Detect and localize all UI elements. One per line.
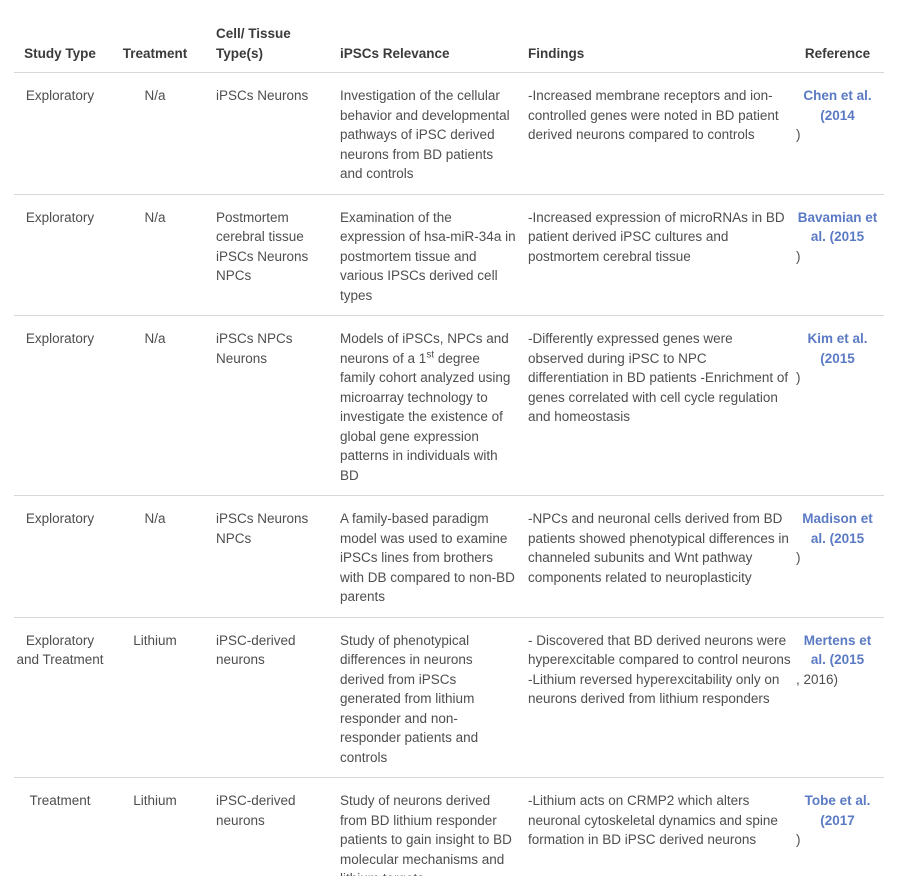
relevance-text: Models of iPSCs, NPCs and neurons of a 1 [340, 331, 509, 366]
column-header-cell-tissue-type: Cell/ Tissue Type(s) [216, 26, 291, 61]
cell-reference: Bavamian et al. (2015) [791, 194, 884, 316]
cell-ipscs-relevance: A family-based paradigm model was used t… [328, 496, 516, 618]
cell-reference: Tobe et al. (2017) [791, 778, 884, 876]
relevance-text: Study of neurons derived from BD lithium… [340, 793, 512, 876]
cell-treatment: N/a [144, 209, 166, 225]
column-header-ipscs-relevance: iPSCs Relevance [340, 45, 450, 61]
reference-rest: ) [796, 550, 801, 565]
cell-findings: -Lithium acts on CRMP2 which alters neur… [528, 793, 778, 847]
cell-findings: -Increased membrane receptors and ion-co… [528, 88, 779, 142]
table-row: Exploratory N/a iPSCs Neurons Investigat… [14, 73, 884, 195]
table-row: Exploratory N/a Postmortem cerebral tiss… [14, 194, 884, 316]
column-header-findings: Findings [528, 45, 585, 61]
reference-link[interactable]: Chen et al. (2014 [803, 88, 872, 123]
reference-rest: ) [796, 248, 801, 264]
cell-reference: Mertens et al. (2015 , 2016) [791, 617, 884, 778]
cell-treatment: Lithium [133, 793, 177, 808]
cell-findings: - Discovered that BD derived neurons wer… [528, 632, 791, 707]
cell-tissue-type: iPSCs Neurons NPCs [216, 511, 309, 546]
cell-study-type: Exploratory [25, 88, 95, 103]
cell-findings: -Differently expressed genes were observ… [528, 331, 789, 424]
cell-study-type: Exploratory [25, 511, 95, 526]
table-row: Exploratory N/a iPSCs NPCs Neurons Model… [14, 316, 884, 496]
cell-study-type: Exploratory [25, 331, 95, 346]
reference-link[interactable]: Mertens et al. (2015 [803, 632, 872, 668]
relevance-superscript: st [426, 349, 435, 360]
table-row: Exploratory N/a iPSCs Neurons NPCs A fam… [14, 496, 884, 618]
cell-ipscs-relevance: Study of phenotypical differences in neu… [328, 617, 516, 778]
cell-study-type: Exploratory [25, 209, 95, 225]
studies-table: Study Type Treatment Cell/ Tissue Type(s… [14, 0, 884, 876]
cell-study-type: Treatment [29, 793, 91, 808]
cell-tissue-type: iPSC-derived neurons [216, 793, 296, 828]
cell-study-type: Exploratory and Treatment [16, 632, 104, 668]
reference-link[interactable]: Bavamian et al. (2015 [797, 209, 878, 245]
column-header-reference: Reference [804, 45, 871, 61]
cell-ipscs-relevance: Investigation of the cellular behavior a… [328, 73, 516, 195]
column-header-study-type: Study Type [24, 45, 96, 61]
cell-treatment: N/a [144, 331, 166, 346]
relevance-text: Examination of the expression of hsa-miR… [340, 209, 516, 303]
column-header-treatment: Treatment [122, 45, 188, 61]
reference-rest: ) [796, 127, 801, 142]
cell-tissue-type: iPSCs Neurons [216, 88, 309, 103]
cell-treatment: N/a [144, 511, 166, 526]
table-row: Treatment Lithium iPSC-derived neurons S… [14, 778, 884, 876]
reference-link[interactable]: Madison et al. (2015 [802, 511, 873, 546]
header-row: Study Type Treatment Cell/ Tissue Type(s… [14, 0, 884, 73]
cell-treatment: N/a [144, 88, 166, 103]
cell-ipscs-relevance: Models of iPSCs, NPCs and neurons of a 1… [328, 316, 516, 496]
relevance-text: A family-based paradigm model was used t… [340, 511, 515, 604]
cell-treatment: Lithium [133, 632, 177, 648]
cell-tissue-type: iPSC-derived neurons [216, 632, 296, 668]
cell-findings: -Increased expression of microRNAs in BD… [528, 209, 785, 264]
reference-rest: ) [796, 370, 801, 385]
table-row: Exploratory and Treatment Lithium iPSC-d… [14, 617, 884, 778]
cell-ipscs-relevance: Examination of the expression of hsa-miR… [328, 194, 516, 316]
reference-link[interactable]: Tobe et al. (2017 [804, 793, 871, 828]
cell-reference: Madison et al. (2015) [791, 496, 884, 618]
cell-reference: Kim et al. (2015) [791, 316, 884, 496]
cell-reference: Chen et al. (2014) [791, 73, 884, 195]
cell-tissue-type: iPSCs NPCs Neurons [216, 331, 293, 366]
relevance-text: Study of phenotypical differences in neu… [340, 632, 479, 765]
relevance-text-cont: degree family cohort analyzed using micr… [340, 350, 511, 483]
cell-tissue-type: Postmortem cerebral tissue iPSCs Neurons… [216, 209, 309, 284]
reference-link[interactable]: Kim et al. (2015 [807, 331, 868, 366]
relevance-text: Investigation of the cellular behavior a… [340, 88, 510, 181]
reference-rest: ) [796, 832, 801, 847]
reference-rest: , 2016) [796, 671, 839, 687]
cell-findings: -NPCs and neuronal cells derived from BD… [528, 511, 789, 585]
cell-ipscs-relevance: Study of neurons derived from BD lithium… [328, 778, 516, 876]
